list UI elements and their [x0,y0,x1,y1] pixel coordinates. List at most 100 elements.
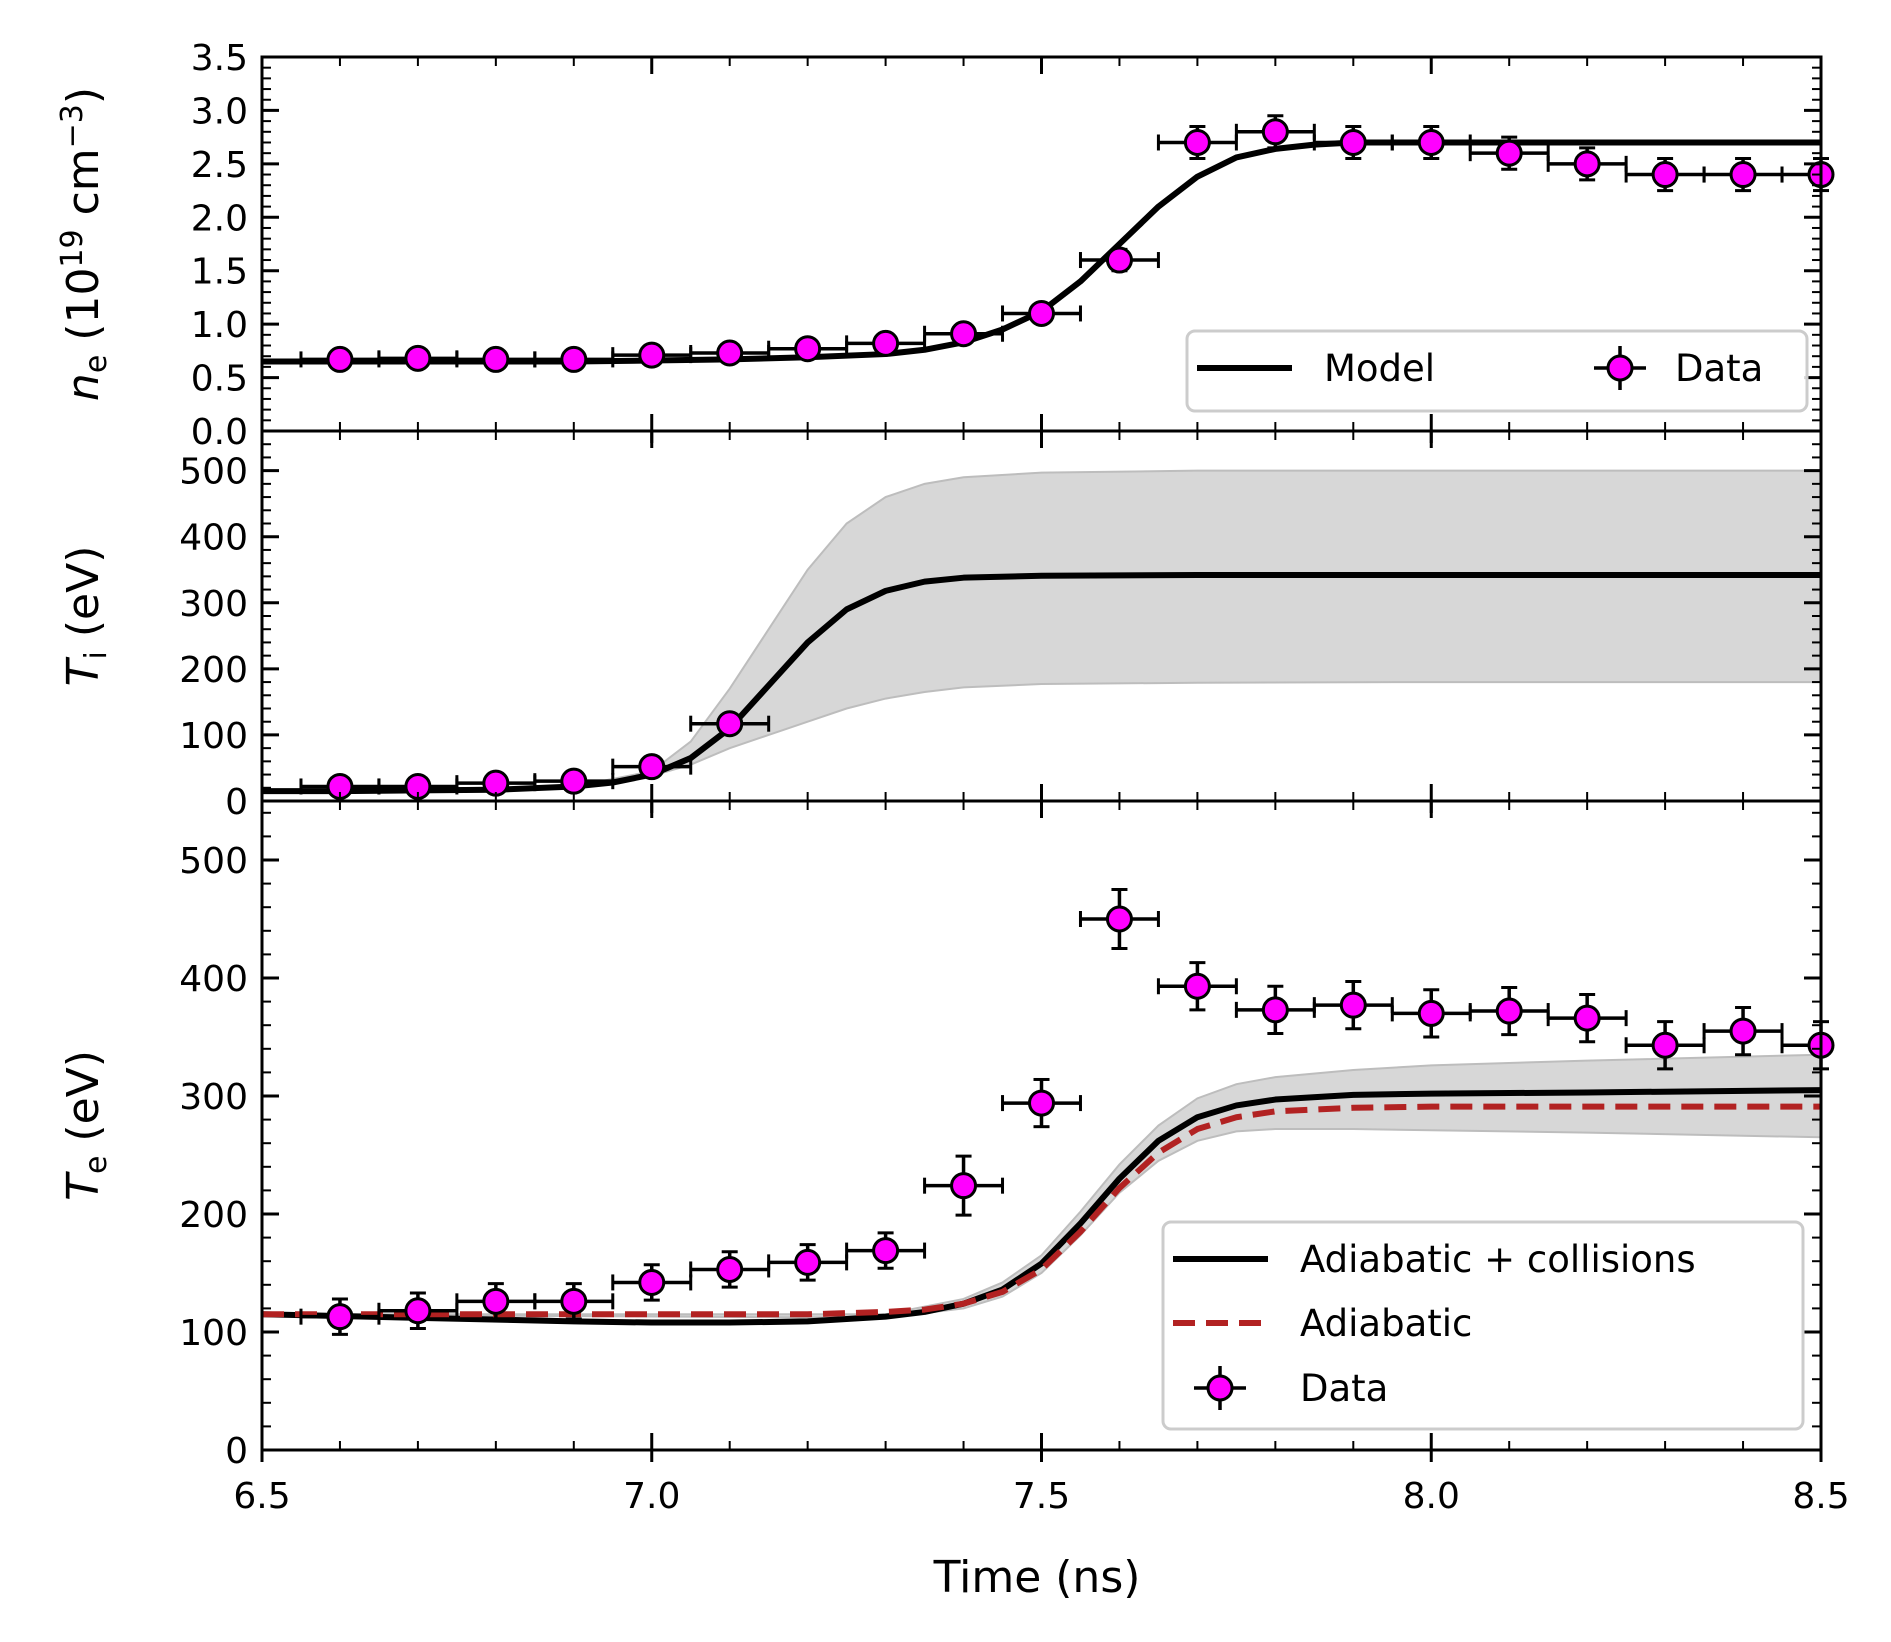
legend-label: Model [1324,347,1435,390]
data-point [1001,1077,1082,1129]
data-point [1390,124,1472,161]
y-tick-label: 1.0 [191,305,248,346]
y-axis-label: ne (1019 cm−3) [55,87,114,401]
panel-electron-density: 0.0 0.5 1.0 1.5 2.0 2.5 3.0 3.5 ne (1019 cm−3) Mo… [55,38,1835,453]
data-marker [482,345,510,373]
data-point [1468,985,1550,1037]
data-marker [1261,996,1289,1024]
data-point [455,1282,537,1321]
data-marker [872,1237,900,1265]
y-tick-label: 400 [179,518,248,559]
legend-bottom: Adiabatic + collisions Adiabatic Data [1161,1220,1805,1431]
data-point [611,753,693,781]
y-tick-label: 3.5 [191,38,248,79]
legend-top: Model Data [1185,329,1809,413]
data-marker [482,1287,510,1315]
y-tick-label: 3.0 [191,91,248,132]
x-tick-label: 8.5 [1792,1476,1849,1517]
y-tick-label: 0.0 [191,412,248,453]
legend-marker [1606,354,1634,382]
uncertainty-band [262,469,1821,793]
legend-label: Adiabatic + collisions [1300,1238,1696,1281]
y-tick-label: 0.5 [191,359,248,400]
data-marker [1183,128,1211,156]
data-marker [482,769,510,797]
data-marker [1417,128,1445,156]
data-point [1390,988,1472,1039]
data-point [1078,246,1160,274]
data-point [299,1297,381,1336]
data-point [689,1250,771,1289]
legend-label: Data [1300,1367,1388,1410]
data-marker [638,1268,666,1296]
panel-electron-temperature: 0 100 200 300 400 500 6.5 7.0 7.5 8.0 8.5 Te (eV) Ad… [58,799,1850,1517]
data-marker [872,329,900,357]
data-point [299,345,381,373]
plot-area [262,469,1821,795]
x-tick-label: 8.0 [1403,1476,1460,1517]
data-marker [716,710,744,738]
data-point [845,1231,927,1270]
data-marker [716,339,744,367]
data-marker [1339,128,1367,156]
data-marker [1105,905,1133,933]
data-marker [1105,246,1133,274]
data-marker [560,767,588,795]
x-tick-label: 7.5 [1013,1476,1070,1517]
data-marker [794,1248,822,1276]
y-tick-label: 2.0 [191,198,248,239]
data-point [1624,157,1706,193]
plot-area [262,1053,1821,1326]
data-point [611,1263,693,1302]
y-tick-label: 400 [179,959,248,1000]
data-point [455,345,537,373]
legend-label: Data [1675,347,1763,390]
y-tick-label: 300 [179,1077,248,1118]
y-tick-label: 500 [179,452,248,493]
data-point [1156,124,1238,161]
y-tick-label: 300 [179,584,248,625]
data-marker [716,1255,744,1283]
data-marker [638,753,666,781]
data-marker [404,344,432,372]
data-point [689,710,771,738]
y-tick-label: 500 [179,841,248,882]
data-marker [326,345,354,373]
data-point [377,1291,459,1330]
y-tick-label: 0 [225,782,248,823]
y-tick-label: 100 [179,716,248,757]
model-line [262,1087,1821,1326]
data-point [299,772,381,800]
data-point [1702,157,1784,193]
data-marker [1339,991,1367,1019]
x-tick-label: 6.5 [233,1476,290,1517]
data-point [611,341,693,369]
data-marker [1417,999,1445,1027]
data-marker [1495,997,1523,1025]
data-point [377,772,459,800]
data-point [1312,124,1394,161]
x-axis-label: Time (ns) [933,1552,1141,1603]
data-marker [1028,1089,1055,1117]
data-point [377,344,459,372]
data-point [1001,299,1082,327]
data-point [767,335,849,363]
y-tick-label: 200 [179,650,248,691]
legend-frame [1161,1220,1805,1431]
data-marker [794,335,822,363]
data-point [1546,993,1628,1044]
x-tick-label: 7.0 [623,1476,680,1517]
data-marker [1651,1031,1679,1059]
data-marker [1651,161,1679,189]
panel-ion-temperature: 0 100 200 300 400 500 Ti (eV) [58,429,1823,823]
data-marker [326,1303,354,1331]
data-marker [1495,139,1523,167]
data-point [533,345,615,373]
data-point [1234,984,1316,1035]
y-tick-label: 100 [179,1313,248,1354]
legend-marker [1206,1374,1234,1402]
data-point [1468,135,1550,171]
data-marker [1573,1004,1601,1032]
data-marker [1573,150,1601,178]
